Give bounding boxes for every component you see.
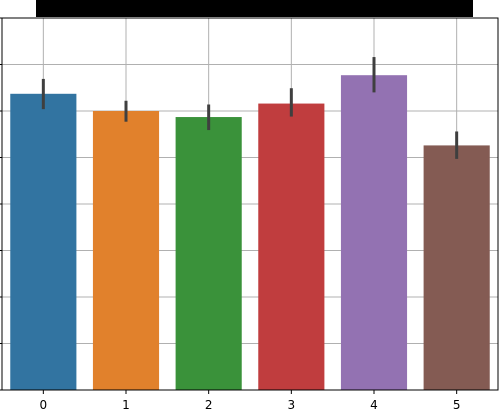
y-ticks — [0, 17, 2, 391]
x-tick-label: 1 — [122, 398, 130, 412]
x-ticks: 0 1 2 3 4 5 — [40, 390, 461, 412]
x-tick-label: 0 — [40, 398, 48, 412]
bar-4 — [340, 75, 408, 390]
bar-2 — [175, 117, 242, 391]
title-bar — [36, 0, 473, 17]
x-tick-label: 4 — [370, 398, 378, 412]
x-tick-label: 5 — [453, 398, 461, 412]
x-tick-label: 3 — [288, 398, 296, 412]
x-tick-label: 2 — [205, 398, 213, 412]
bars — [10, 75, 490, 391]
bar-1 — [92, 111, 160, 390]
bar-5 — [423, 145, 490, 390]
bar-0 — [10, 93, 77, 391]
error-bars — [41, 57, 459, 159]
bar-3 — [258, 103, 325, 390]
